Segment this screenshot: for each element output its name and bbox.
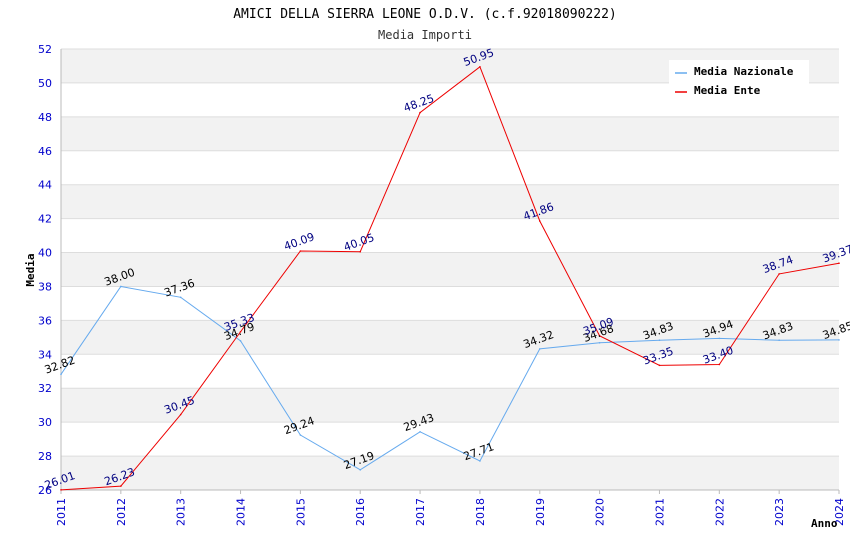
x-tick-label: 2014 bbox=[235, 498, 248, 526]
background-band bbox=[61, 456, 839, 490]
background-band bbox=[61, 252, 839, 287]
data-point bbox=[778, 273, 780, 275]
legend: Media Nazionale Media Ente bbox=[669, 60, 809, 102]
x-tick-label: 2022 bbox=[713, 498, 726, 526]
x-tick-label: 2018 bbox=[474, 498, 487, 526]
background-bands bbox=[61, 49, 839, 490]
chart-subtitle: Media Importi bbox=[378, 28, 472, 42]
background-band bbox=[61, 286, 839, 321]
y-tick-label: 32 bbox=[38, 382, 52, 395]
data-point bbox=[239, 330, 242, 333]
series-line-media-ente bbox=[60, 66, 840, 491]
data-point bbox=[658, 339, 661, 342]
y-tick-label: 28 bbox=[38, 450, 52, 463]
data-point bbox=[60, 489, 62, 491]
data-point bbox=[718, 363, 721, 366]
data-point bbox=[120, 485, 122, 487]
data-point bbox=[598, 335, 601, 337]
x-tick-label: 2011 bbox=[55, 498, 68, 526]
y-tick-label: 52 bbox=[38, 43, 52, 56]
data-point bbox=[658, 364, 661, 367]
x-tick-label: 2015 bbox=[294, 498, 307, 526]
y-tick-label: 36 bbox=[38, 314, 52, 327]
x-tick-label: 2013 bbox=[175, 498, 188, 526]
y-tick-label: 42 bbox=[38, 213, 52, 226]
background-band bbox=[61, 116, 839, 151]
data-point bbox=[179, 413, 182, 416]
data-point bbox=[598, 341, 601, 344]
x-tick-label: 2023 bbox=[773, 498, 786, 526]
x-tick-label: 2019 bbox=[534, 498, 547, 526]
x-axis-label: Anno bbox=[811, 517, 838, 530]
x-tick-label: 2016 bbox=[354, 498, 367, 526]
x-tick-label: 2021 bbox=[653, 498, 666, 526]
y-tick-label: 38 bbox=[38, 280, 52, 293]
background-band bbox=[61, 388, 839, 423]
background-band bbox=[61, 218, 839, 253]
legend-label-media-nazionale: Media Nazionale bbox=[694, 65, 794, 78]
y-tick-label: 50 bbox=[38, 77, 52, 90]
legend-label-media-ente: Media Ente bbox=[694, 84, 761, 97]
x-tick-label: 2020 bbox=[594, 498, 607, 526]
y-tick-label: 26 bbox=[38, 484, 52, 497]
data-point bbox=[419, 431, 421, 433]
legend-box bbox=[669, 60, 809, 102]
data-point bbox=[60, 373, 62, 376]
data-point bbox=[718, 337, 721, 340]
data-point bbox=[479, 460, 481, 462]
data-point bbox=[419, 111, 421, 114]
data-point bbox=[538, 348, 541, 350]
data-point bbox=[359, 469, 362, 471]
chart-title: AMICI DELLA SIERRA LEONE O.D.V. (c.f.920… bbox=[233, 7, 617, 22]
data-point bbox=[538, 220, 541, 222]
data-point bbox=[239, 340, 242, 342]
data-point bbox=[179, 296, 182, 299]
y-tick-label: 46 bbox=[38, 145, 52, 158]
y-tick-label: 48 bbox=[38, 111, 52, 124]
data-point bbox=[479, 66, 481, 68]
data-point bbox=[120, 285, 122, 288]
y-tick-label: 34 bbox=[38, 348, 52, 361]
y-tick-label: 40 bbox=[38, 247, 52, 260]
data-point bbox=[778, 339, 780, 342]
y-tick-labels: 26 28 30 32 34 36 38 40 42 44 46 48 50 52 bbox=[38, 43, 52, 497]
data-point bbox=[299, 250, 302, 252]
y-tick-label: 44 bbox=[38, 179, 52, 192]
background-band bbox=[61, 320, 839, 355]
background-band bbox=[61, 354, 839, 389]
data-point bbox=[299, 434, 302, 436]
x-tick-label: 2017 bbox=[414, 498, 427, 526]
series-line-media-nazionale bbox=[60, 285, 840, 471]
background-band bbox=[61, 150, 839, 185]
x-tick-labels: 2011 2012 2013 2014 2015 2016 2017 2018 2019 2020… bbox=[55, 490, 846, 526]
data-point bbox=[838, 262, 840, 265]
background-band bbox=[61, 422, 839, 457]
x-tick-label: 2012 bbox=[115, 498, 128, 526]
data-point bbox=[838, 339, 840, 341]
axes bbox=[60, 49, 839, 491]
series-lines bbox=[60, 66, 840, 491]
data-point bbox=[359, 250, 362, 253]
y-tick-label: 30 bbox=[38, 416, 52, 429]
x-tick-label: 2024 bbox=[833, 498, 846, 526]
y-axis-label: Media bbox=[24, 253, 37, 286]
background-band bbox=[61, 184, 839, 219]
